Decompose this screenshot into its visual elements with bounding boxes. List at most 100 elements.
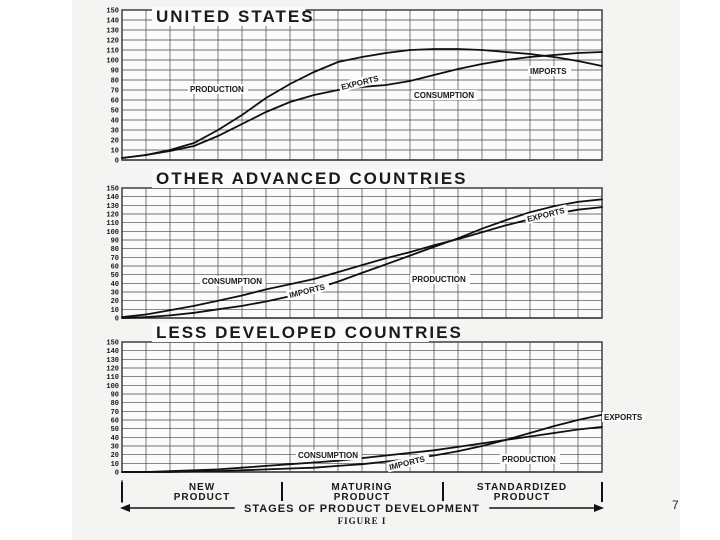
data-point bbox=[337, 89, 339, 91]
data-point bbox=[529, 56, 531, 58]
data-point bbox=[337, 280, 339, 283]
data-point bbox=[361, 463, 363, 466]
curve-label-imports: IMPORTS bbox=[530, 67, 567, 76]
y-tick-label: 0 bbox=[115, 316, 119, 324]
y-tick-label: 50 bbox=[111, 426, 119, 434]
data-point bbox=[505, 224, 507, 227]
y-tick-label: 110 bbox=[106, 220, 119, 228]
y-tick-label: 100 bbox=[106, 383, 119, 391]
data-point bbox=[433, 449, 435, 452]
data-point bbox=[601, 426, 603, 428]
data-point bbox=[457, 68, 459, 70]
y-tick-label: 130 bbox=[106, 203, 119, 211]
y-tick-label: 90 bbox=[111, 238, 119, 246]
data-point bbox=[265, 300, 267, 303]
data-point bbox=[121, 157, 123, 159]
data-point bbox=[529, 432, 531, 434]
data-point bbox=[361, 264, 363, 267]
curve-label-backdrop bbox=[386, 452, 431, 473]
y-tick-label: 30 bbox=[111, 290, 119, 298]
y-tick-label: 30 bbox=[111, 444, 119, 452]
data-point bbox=[553, 56, 555, 58]
data-point bbox=[553, 54, 555, 56]
data-point bbox=[385, 84, 387, 86]
data-point bbox=[505, 59, 507, 61]
stage-label: PRODUCT bbox=[334, 492, 390, 503]
data-point bbox=[361, 56, 363, 58]
data-point bbox=[289, 101, 291, 103]
data-point bbox=[241, 123, 243, 125]
y-tick-label: 140 bbox=[106, 18, 119, 26]
y-tick-label: 140 bbox=[106, 348, 119, 356]
data-point bbox=[433, 48, 435, 50]
data-point bbox=[169, 471, 171, 473]
data-point bbox=[313, 278, 315, 280]
data-point bbox=[457, 445, 459, 448]
data-point bbox=[457, 450, 459, 453]
y-tick-label: 50 bbox=[111, 272, 119, 280]
data-point bbox=[337, 271, 339, 273]
data-point bbox=[385, 454, 387, 457]
curve-label-consumption: CONSUMPTION bbox=[414, 91, 474, 100]
figure-caption: FIGURE I bbox=[338, 516, 387, 526]
data-point bbox=[241, 294, 243, 297]
curve-label-backdrop bbox=[528, 66, 572, 76]
data-point bbox=[553, 432, 555, 434]
page-number: 7 bbox=[672, 498, 679, 512]
data-point bbox=[145, 154, 147, 156]
y-tick-label: 110 bbox=[106, 374, 119, 382]
y-tick-label: 150 bbox=[106, 340, 119, 348]
y-tick-label: 30 bbox=[111, 128, 119, 136]
data-point bbox=[601, 206, 603, 208]
data-point bbox=[289, 83, 291, 85]
data-point bbox=[577, 208, 579, 211]
y-tick-label: 40 bbox=[111, 281, 119, 289]
curve-label-consumption: CONSUMPTION bbox=[202, 277, 262, 286]
data-point bbox=[265, 111, 267, 113]
chart-title-backdrop bbox=[152, 169, 429, 188]
data-point bbox=[385, 52, 387, 54]
y-tick-label: 40 bbox=[111, 435, 119, 443]
data-point bbox=[241, 469, 243, 472]
y-tick-label: 20 bbox=[111, 452, 119, 460]
y-tick-label: 150 bbox=[106, 8, 119, 16]
data-point bbox=[481, 63, 483, 65]
y-tick-label: 150 bbox=[106, 186, 119, 194]
data-point bbox=[169, 314, 171, 317]
stage-label: NEW bbox=[189, 482, 215, 493]
chart-title: UNITED STATES bbox=[156, 7, 315, 26]
y-tick-label: 60 bbox=[111, 418, 119, 426]
curve-label-group: CONSUMPTION bbox=[296, 450, 362, 460]
y-tick-label: 10 bbox=[111, 148, 119, 156]
data-point bbox=[337, 61, 339, 63]
chart-title: LESS DEVELOPED COUNTRIES bbox=[156, 323, 463, 342]
curve-label-production: PRODUCTION bbox=[502, 455, 556, 464]
data-point bbox=[217, 308, 219, 311]
data-point bbox=[193, 311, 195, 314]
data-point bbox=[217, 468, 219, 471]
data-point bbox=[409, 80, 411, 82]
stage-label: MATURING bbox=[331, 482, 392, 493]
curve-label-backdrop bbox=[602, 412, 646, 422]
chart-panel-1: 0 10 20 30 40 50 60 70 80 90 100 110 120 130 140 150 UNI… bbox=[106, 7, 603, 166]
data-point bbox=[481, 442, 483, 445]
data-point bbox=[385, 460, 387, 463]
stages-axis: NEWPRODUCTMATURINGPRODUCTSTANDARDIZEDPRO… bbox=[120, 480, 604, 526]
curve-label-group: PRODUCTION bbox=[410, 274, 470, 284]
y-tick-label: 10 bbox=[111, 461, 119, 469]
data-point bbox=[145, 471, 147, 473]
data-point bbox=[385, 257, 387, 260]
data-point bbox=[505, 219, 507, 221]
axis-arrowhead-right bbox=[594, 504, 604, 512]
data-point bbox=[337, 459, 339, 462]
curve-label-backdrop bbox=[338, 72, 383, 93]
data-point bbox=[481, 49, 483, 51]
data-point bbox=[409, 49, 411, 51]
y-tick-label: 70 bbox=[111, 409, 119, 417]
data-point bbox=[529, 53, 531, 55]
y-tick-label: 20 bbox=[111, 298, 119, 306]
curve-label-backdrop bbox=[296, 450, 362, 460]
data-point bbox=[409, 452, 411, 454]
data-point bbox=[265, 468, 267, 471]
data-point bbox=[241, 114, 243, 116]
